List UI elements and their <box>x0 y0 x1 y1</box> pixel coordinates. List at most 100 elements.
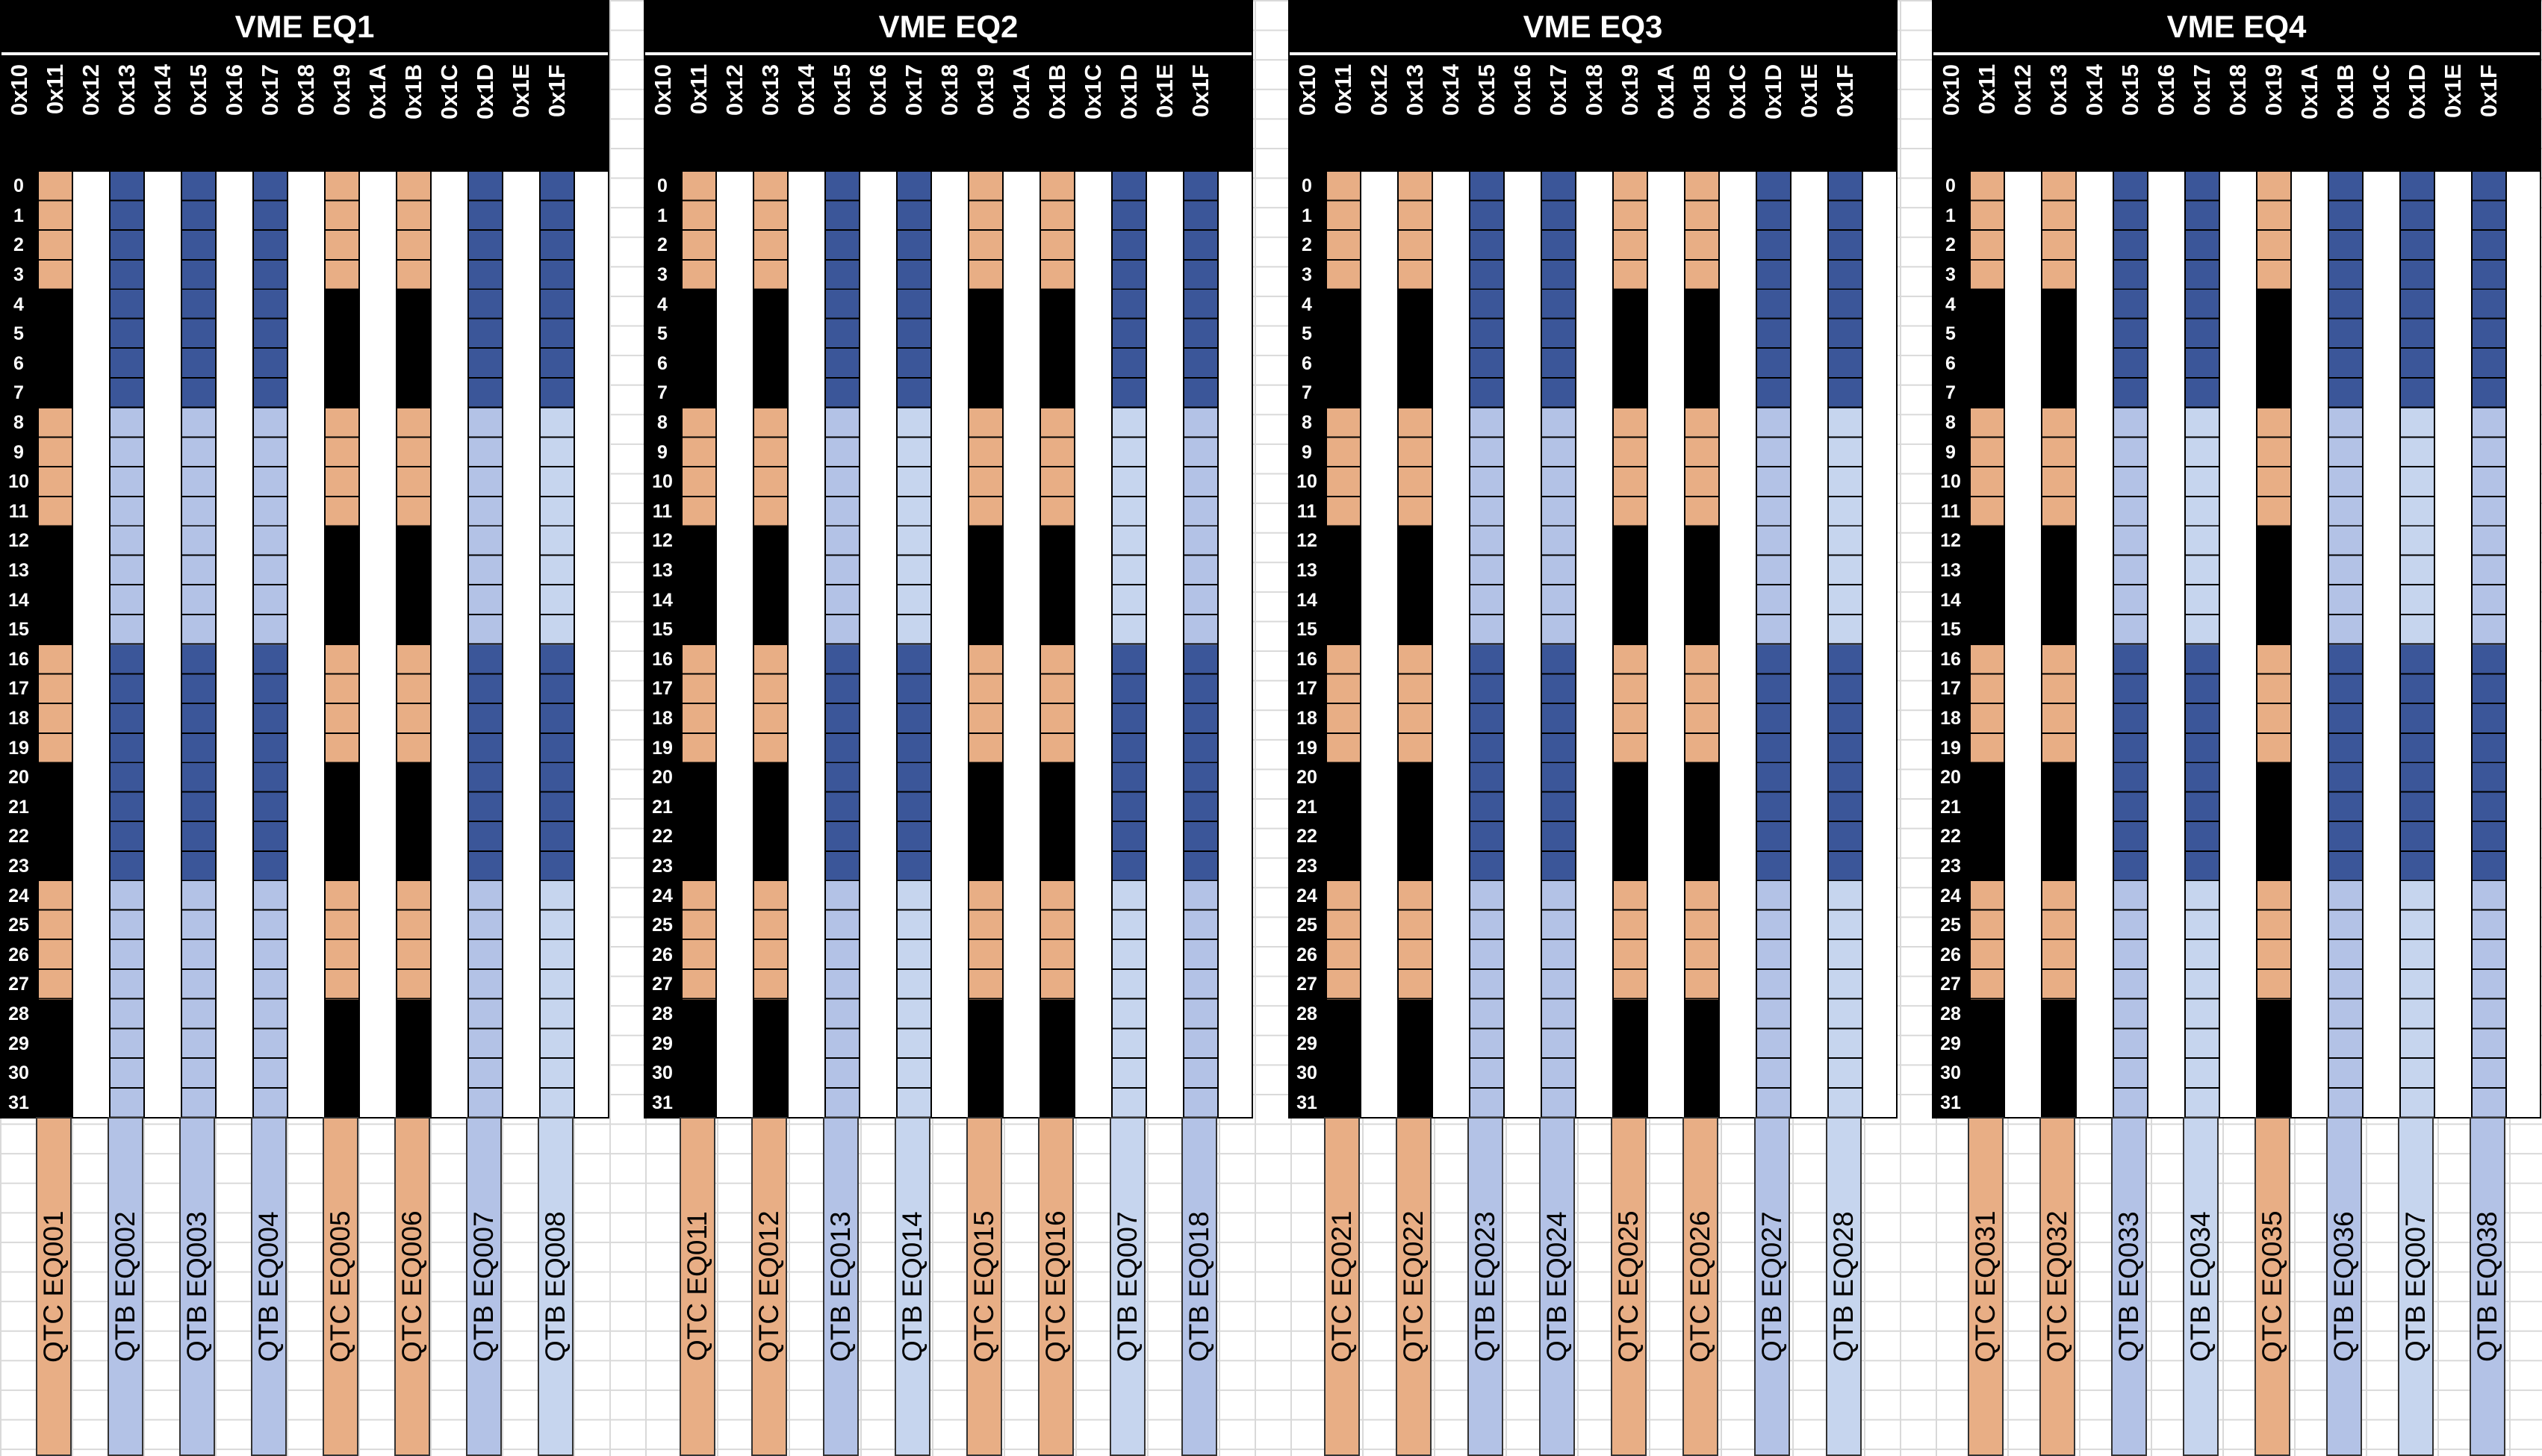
channel-group <box>2328 644 2364 763</box>
row-label: 19 <box>1296 737 1317 759</box>
channel-group <box>1827 644 1863 763</box>
board-qtb-eq024: QTB EQ024 <box>1539 1117 1575 1456</box>
channel-group <box>1469 644 1505 763</box>
channel-group <box>37 763 73 882</box>
row-label: 30 <box>1940 1063 1961 1084</box>
address-label: 0x19 <box>1617 64 1643 116</box>
board-label: QTB EQ003 <box>181 1211 212 1362</box>
row-label: 30 <box>8 1063 29 1084</box>
channel-group <box>1326 763 1361 882</box>
channel-group <box>2256 763 2292 882</box>
board-qtb-eq004: QTB EQ004 <box>251 1117 287 1456</box>
board-qtc-eq025: QTC EQ025 <box>1611 1117 1647 1456</box>
board-label: QTC EQ026 <box>1685 1210 1715 1363</box>
channel-group <box>681 526 717 645</box>
board-channel-column <box>1612 172 1648 1119</box>
address-label: 0x17 <box>257 64 283 116</box>
channel-group <box>1756 763 1791 882</box>
board-label: QTC EQ016 <box>1040 1210 1071 1363</box>
channel-group <box>252 644 288 763</box>
address-header-row: 0x11 0x12 0x13 0x14 0x15 0x16 0x17 0x18 0x19 0x1A… <box>645 52 1252 172</box>
channel-group <box>2399 763 2435 882</box>
channel-group <box>1326 290 1361 408</box>
row-label: 5 <box>657 323 668 345</box>
board-qtb-eq033: QTB EQ033 <box>2111 1117 2147 1456</box>
row-label: 13 <box>8 560 29 582</box>
row-label-column: 0 1 2 3 4 5 6 7 8 9 10 11 12 13 14 15 16 17 18 19 20 21 22 23 24… <box>1 172 37 1119</box>
channel-group <box>681 290 717 408</box>
row-label: 24 <box>1940 885 1961 906</box>
channel-group <box>1183 408 1219 527</box>
channel-group <box>181 172 217 290</box>
channel-group <box>2041 999 2077 1119</box>
board-qtc-eq022: QTC EQ022 <box>1396 1117 1432 1456</box>
row-label: 29 <box>1296 1033 1317 1054</box>
channel-group <box>2399 408 2435 527</box>
channel-group <box>2113 763 2148 882</box>
board-qtc-eq031: QTC EQ031 <box>1968 1117 2004 1456</box>
row-label: 18 <box>1296 708 1317 729</box>
channel-group <box>539 172 575 290</box>
row-label: 23 <box>1940 856 1961 877</box>
board-label: QTB EQ028 <box>1828 1211 1859 1362</box>
row-label: 27 <box>1940 974 1961 995</box>
address-label: 0x1C <box>436 64 462 120</box>
channel-group <box>467 526 503 645</box>
channel-group <box>539 290 575 408</box>
address-label: 0x17 <box>2189 64 2215 116</box>
channel-group <box>1612 172 1648 290</box>
board-channel-column <box>1040 172 1075 1119</box>
board-qtb-eq038: QTB EQ038 <box>2470 1117 2505 1456</box>
channel-group <box>2041 172 2077 290</box>
board-label: QTB EQ036 <box>2328 1211 2359 1362</box>
row-label: 11 <box>1940 500 1961 522</box>
row-label: 1 <box>1302 205 1312 226</box>
channel-group <box>2113 290 2148 408</box>
channel-group <box>1684 763 1720 882</box>
address-label: 0x18 <box>1581 64 1607 116</box>
address-label: 0x17 <box>1545 64 1571 116</box>
channel-group <box>252 763 288 882</box>
channel-group <box>1183 526 1219 645</box>
row-label: 6 <box>1945 352 1956 374</box>
row-label: 0 <box>13 175 24 197</box>
row-label: 22 <box>8 826 29 847</box>
channel-group <box>1397 644 1433 763</box>
channel-group <box>539 526 575 645</box>
channel-group <box>1541 408 1576 527</box>
row-label: 6 <box>657 352 668 374</box>
row-label: 9 <box>1945 441 1956 463</box>
address-label: 0x16 <box>1509 64 1535 116</box>
row-label: 1 <box>13 205 24 226</box>
channel-group <box>2471 408 2507 527</box>
row-label: 16 <box>8 648 29 670</box>
channel-group <box>2041 881 2077 1000</box>
address-label: 0x11 <box>686 64 712 115</box>
channel-group <box>1827 763 1863 882</box>
crate: VME EQ4 0x11 0x12 0x13 0x14 0x15 0x16 0x17 0x18 0… <box>1932 0 2541 1456</box>
row-label: 10 <box>652 471 673 493</box>
crate-title: VME EQ3 <box>1290 1 1896 52</box>
channel-group <box>1541 644 1576 763</box>
address-label: 0x11 <box>1974 64 2000 115</box>
crate: VME EQ2 0x11 0x12 0x13 0x14 0x15 0x16 0x17 0x18 0… <box>644 0 1253 1456</box>
channel-group <box>324 526 360 645</box>
channel-group <box>1541 526 1576 645</box>
row-label: 20 <box>1940 767 1961 788</box>
channel-group <box>681 999 717 1119</box>
address-label: 0x15 <box>829 64 855 116</box>
board-label: QTB EQ024 <box>1541 1211 1572 1362</box>
row-label: 9 <box>13 441 24 463</box>
channel-group <box>396 644 432 763</box>
channel-group <box>824 999 860 1119</box>
channel-group <box>1040 881 1075 1000</box>
row-label: 15 <box>652 619 673 641</box>
board-channel-column <box>968 172 1004 1119</box>
channel-group <box>1541 290 1576 408</box>
channel-group <box>2399 290 2435 408</box>
board-channel-column <box>1969 172 2005 1119</box>
address-label: 0x19 <box>2260 64 2287 116</box>
channel-group <box>1111 172 1147 290</box>
row-label: 3 <box>1302 264 1312 286</box>
channel-group <box>37 999 73 1119</box>
